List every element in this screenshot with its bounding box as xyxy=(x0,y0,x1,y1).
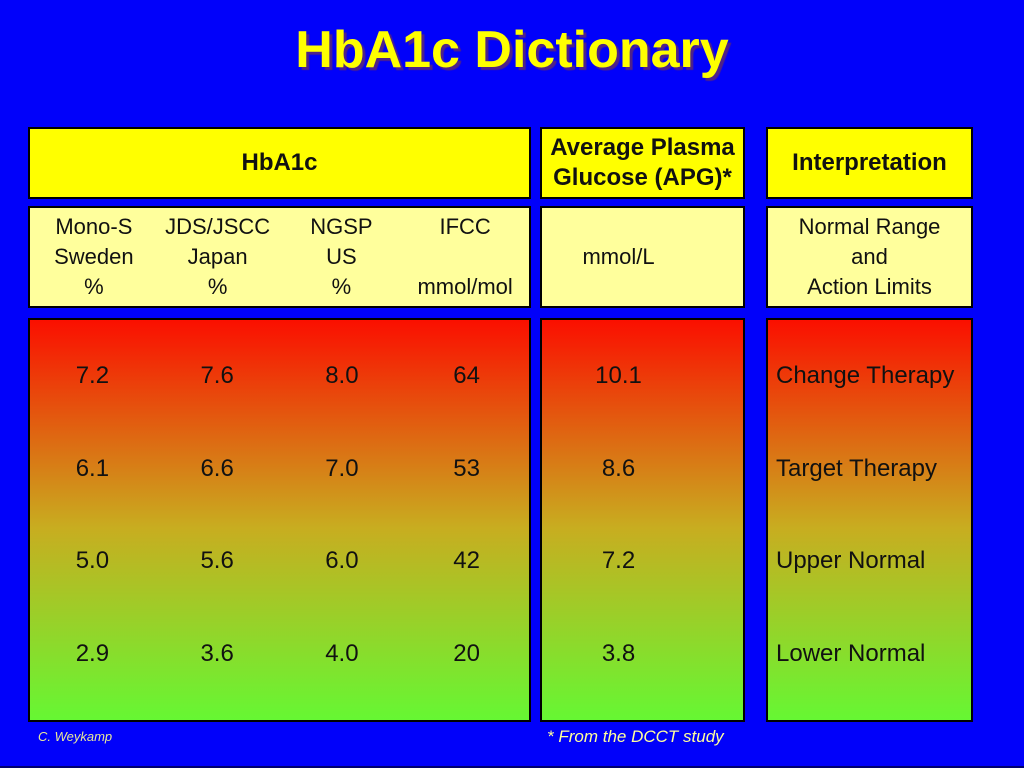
hba1c-value: 5.6 xyxy=(200,547,234,575)
hba1c-value: 7.0 xyxy=(325,454,359,482)
hba1c-value: 64 xyxy=(453,362,480,390)
interpretation-group-header-label: Interpretation xyxy=(792,149,947,176)
author-credit: C. Weykamp xyxy=(38,729,113,744)
hba1c-value: 6.6 xyxy=(200,454,234,482)
apg-value: 10.1 xyxy=(595,362,642,390)
subheader-line: IFCC xyxy=(439,214,491,240)
subheader-line: % xyxy=(84,273,104,299)
slide-bottom-edge xyxy=(0,766,1024,768)
apg-subheader: mmol/L xyxy=(540,206,745,308)
subheader-line xyxy=(403,242,527,272)
table-row: Upper Normal xyxy=(768,515,971,608)
subheader-line: Normal Range xyxy=(798,214,941,240)
apg-value: 7.2 xyxy=(601,547,636,575)
hba1c-value: 7.2 xyxy=(75,362,110,390)
apg-value: 3.8 xyxy=(601,639,636,667)
subheader-line: % xyxy=(331,273,352,299)
table-row: 3.8 xyxy=(542,608,743,701)
hba1c-value: 7.6 xyxy=(200,362,234,390)
table-row: 5.0 5.6 6.0 42 xyxy=(30,515,529,608)
table-row: 2.9 3.6 4.0 20 xyxy=(30,608,529,701)
apg-group-header-label: Average Plasma Glucose (APG)* xyxy=(550,134,735,191)
hba1c-value: 53 xyxy=(453,454,480,482)
interpretation-group-header: Interpretation xyxy=(766,127,973,199)
subheader-col-jds-jscc: JDS/JSCC Japan % xyxy=(156,212,280,301)
hba1c-value: 42 xyxy=(453,547,480,575)
hba1c-value: 2.9 xyxy=(75,639,110,667)
interpretation-data-panel: Change Therapy Target Therapy Upper Norm… xyxy=(766,318,973,722)
table-row: 6.1 6.6 7.0 53 xyxy=(30,423,529,516)
subheader-line: NGSP xyxy=(310,214,373,240)
apg-value: 8.6 xyxy=(601,454,636,482)
apg-data-panel: 10.1 8.6 7.2 3.8 xyxy=(540,318,745,722)
interpretation-subheader: Normal Range and Action Limits xyxy=(766,206,973,308)
hba1c-value: 6.1 xyxy=(75,454,110,482)
interpretation-label: Change Therapy xyxy=(776,362,955,390)
table-row: Lower Normal xyxy=(768,608,971,701)
hba1c-value: 6.0 xyxy=(325,547,359,575)
subheader-line: Mono-S xyxy=(55,214,133,240)
subheader-line: and xyxy=(851,244,888,270)
subheader-line: US xyxy=(326,244,357,270)
subheader-line: Action Limits xyxy=(807,273,932,299)
hba1c-value: 4.0 xyxy=(325,639,359,667)
subheader-line: Japan xyxy=(187,244,248,270)
apg-unit-label: mmol/L xyxy=(582,244,655,270)
slide-title: HbA1c Dictionary xyxy=(295,21,729,79)
hba1c-group-header: HbA1c xyxy=(28,127,531,199)
subheader-line: JDS/JSCC xyxy=(165,214,271,240)
table-row: 7.2 7.6 8.0 64 xyxy=(30,330,529,423)
interpretation-label: Target Therapy xyxy=(776,454,937,482)
subheader-col-ifcc: IFCC mmol/mol xyxy=(403,212,527,301)
hba1c-value: 8.0 xyxy=(325,362,359,390)
subheader-line: % xyxy=(207,273,228,299)
subheader-line: mmol/mol xyxy=(417,273,513,299)
hba1c-subheader: Mono-S Sweden % JDS/JSCC Japan % NGSP US… xyxy=(28,206,531,308)
table-row: 10.1 xyxy=(542,330,743,423)
subheader-line: Sweden xyxy=(54,244,134,270)
interpretation-label: Upper Normal xyxy=(776,547,926,575)
hba1c-value: 20 xyxy=(453,639,480,667)
hba1c-value: 5.0 xyxy=(75,547,110,575)
hba1c-data-panel: 7.2 7.6 8.0 64 6.1 6.6 7.0 53 5.0 5.6 6.… xyxy=(28,318,531,722)
subheader-col-ngsp: NGSP US % xyxy=(280,212,404,301)
hba1c-group-header-label: HbA1c xyxy=(241,149,318,176)
subheader-col-mono-s: Mono-S Sweden % xyxy=(32,212,156,301)
table-row: Change Therapy xyxy=(768,330,971,423)
table-row: Target Therapy xyxy=(768,423,971,516)
interpretation-label: Lower Normal xyxy=(776,639,926,667)
table-row: 8.6 xyxy=(542,423,743,516)
hba1c-value: 3.6 xyxy=(200,639,234,667)
apg-group-header: Average Plasma Glucose (APG)* xyxy=(540,127,745,199)
table-row: 7.2 xyxy=(542,515,743,608)
dcct-footnote: * From the DCCT study xyxy=(547,727,724,746)
